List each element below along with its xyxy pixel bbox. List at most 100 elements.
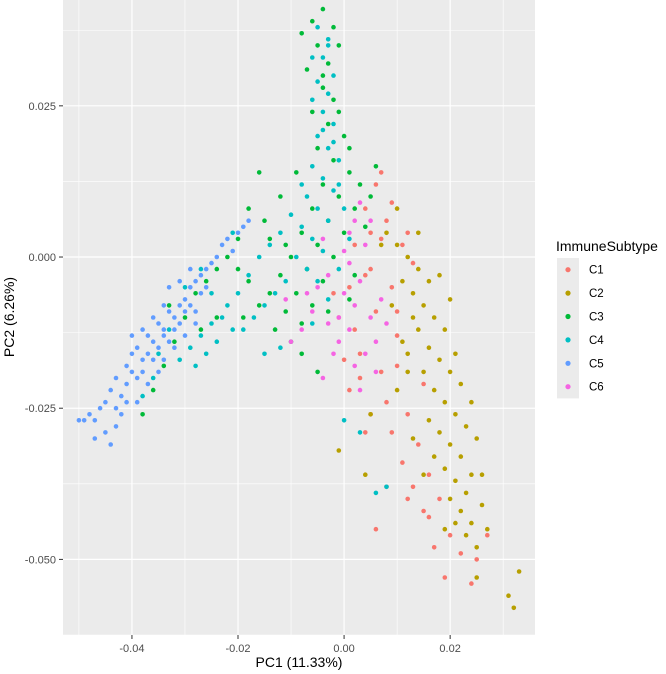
data-point: [315, 369, 320, 375]
data-point: [272, 327, 278, 332]
data-point: [357, 430, 363, 435]
data-point: [272, 291, 278, 296]
data-point: [156, 369, 161, 375]
data-point: [315, 206, 320, 211]
x-axis-title: PC1 (11.33%): [256, 654, 343, 670]
data-point: [421, 472, 426, 478]
data-point: [331, 24, 336, 30]
data-point: [336, 448, 342, 453]
legend: ImmuneSubtype C1 C2 C3 C4 C5 C6: [556, 238, 658, 399]
y-axis: -0.050 -0.025 0.000 0.025: [25, 101, 63, 566]
data-point: [363, 272, 368, 278]
data-point: [378, 236, 384, 242]
data-point: [405, 230, 411, 236]
data-point: [251, 315, 257, 320]
data-point: [310, 164, 315, 169]
data-point: [416, 442, 421, 447]
data-point: [442, 327, 448, 332]
data-point: [320, 109, 326, 115]
data-point: [347, 260, 352, 266]
data-point: [474, 545, 480, 550]
data-point: [246, 272, 251, 278]
data-point: [304, 67, 310, 72]
data-point: [315, 145, 320, 151]
data-point: [193, 321, 198, 326]
data-point: [310, 18, 315, 24]
data-point: [373, 339, 379, 345]
data-point: [384, 321, 389, 326]
data-point: [357, 200, 363, 205]
data-point: [394, 242, 400, 248]
data-point: [426, 345, 432, 351]
data-point: [394, 333, 400, 338]
data-point: [166, 309, 172, 314]
data-point: [336, 315, 342, 320]
data-point: [230, 327, 235, 332]
data-point: [177, 303, 182, 308]
data-point: [219, 315, 225, 320]
legend-key-C5: [565, 360, 571, 366]
data-point: [357, 182, 363, 187]
data-point: [368, 412, 373, 417]
data-point: [310, 109, 315, 115]
data-point: [214, 266, 220, 272]
data-point: [405, 254, 411, 260]
data-point: [416, 266, 421, 272]
x-tick-label: 0.00: [333, 643, 354, 655]
data-point: [182, 285, 188, 290]
data-point: [331, 121, 336, 127]
data-point: [458, 381, 464, 387]
data-point: [156, 345, 161, 351]
data-point: [278, 272, 283, 278]
data-point: [331, 97, 336, 103]
data-point: [203, 266, 209, 272]
data-point: [193, 278, 198, 284]
legend-key-background: [557, 258, 579, 399]
data-point: [325, 43, 331, 48]
data-point: [325, 297, 331, 302]
data-point: [469, 399, 474, 405]
data-point: [209, 260, 214, 266]
data-point: [394, 206, 400, 211]
data-point: [320, 85, 326, 90]
data-point: [294, 291, 299, 296]
data-point: [150, 339, 156, 345]
data-point: [336, 109, 342, 115]
data-point: [378, 170, 384, 175]
data-point: [474, 436, 480, 441]
data-point: [384, 399, 389, 405]
data-point: [458, 551, 464, 556]
data-point: [389, 430, 395, 435]
legend-title: ImmuneSubtype: [556, 238, 658, 254]
series-C5: [76, 218, 251, 447]
data-point: [325, 121, 331, 127]
data-point: [410, 436, 416, 441]
x-tick-label: 0.02: [439, 643, 460, 655]
data-point: [140, 369, 145, 375]
data-point: [431, 315, 437, 320]
data-point: [394, 363, 400, 369]
data-point: [283, 309, 289, 314]
data-point: [474, 575, 480, 580]
data-point: [310, 206, 315, 211]
data-point: [463, 532, 469, 538]
data-point: [506, 593, 511, 598]
data-point: [325, 218, 331, 223]
data-point: [188, 285, 193, 290]
data-point: [225, 254, 230, 260]
data-point: [299, 224, 305, 230]
data-point: [267, 236, 273, 242]
data-point: [437, 357, 442, 363]
data-point: [113, 375, 119, 381]
data-point: [278, 345, 283, 351]
data-point: [325, 309, 331, 314]
data-point: [453, 351, 458, 357]
data-point: [357, 375, 363, 381]
legend-key-C3: [565, 313, 571, 320]
data-point: [421, 369, 426, 375]
data-point: [373, 526, 379, 532]
data-point: [421, 508, 426, 514]
data-point: [119, 412, 124, 417]
data-point: [320, 176, 326, 181]
